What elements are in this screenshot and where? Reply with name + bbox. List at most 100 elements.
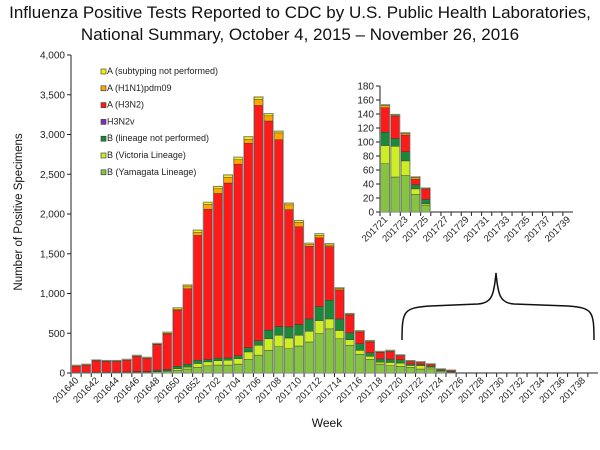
bar-segment-a-subtyping-not-performed xyxy=(112,360,122,362)
bar-outline xyxy=(233,156,244,374)
bar-outline xyxy=(420,187,431,213)
legend-swatch-a-h1n1-pdm09 xyxy=(100,85,107,92)
bar-segment-b-lineage-not-performed xyxy=(406,363,415,366)
bar-segment-b-yamagata-lineage xyxy=(426,368,436,374)
bar-segment-b-victoria-lineage xyxy=(264,338,274,351)
bar-segment-b-victoria-lineage xyxy=(233,358,243,365)
bar-segment-b-lineage-not-performed xyxy=(233,355,243,359)
bar-outline xyxy=(162,331,173,374)
bar-segment-a-subtyping-not-performed xyxy=(223,174,233,178)
bar-segment-a-h3n2 xyxy=(243,143,253,348)
legend-swatch-b-victoria-lineage xyxy=(100,152,107,159)
bar-segment-a-subtyping-not-performed xyxy=(446,370,456,372)
bar-segment-a-h3n2 xyxy=(193,235,203,361)
legend-label-a-h1n1-pdm09: A (H1N1)pdm09 xyxy=(107,83,172,93)
bar-segment-a-subtyping-not-performed xyxy=(390,114,400,116)
bar-segment-b-yamagata-lineage xyxy=(365,359,375,374)
bar-segment-b-victoria-lineage xyxy=(380,145,390,164)
y-tick-label: 180 xyxy=(357,82,374,93)
bar-segment-a-h1n1-pdm09 xyxy=(233,159,243,165)
bar-segment-b-lineage-not-performed xyxy=(385,358,395,363)
bar-segment-a-h3n2 xyxy=(132,356,142,372)
bar-segment-a-subtyping-not-performed xyxy=(203,202,213,205)
bar-segment-a-subtyping-not-performed xyxy=(304,243,314,245)
y-tick-label: 500 xyxy=(48,329,65,340)
bar-segment-a-subtyping-not-performed xyxy=(426,363,436,365)
bar-segment-a-h1n1-pdm09 xyxy=(254,99,263,106)
bar-segment-b-lineage-not-performed xyxy=(274,326,284,336)
bar-segment-b-victoria-lineage xyxy=(426,366,436,370)
bar-segment-b-victoria-lineage xyxy=(284,337,294,349)
y-tick-label: 140 xyxy=(357,110,374,121)
bar-segment-a-h3n2 xyxy=(183,288,193,365)
bar-segment-b-lineage-not-performed xyxy=(421,199,431,204)
bar-segment-b-victoria-lineage xyxy=(345,339,355,346)
bar-segment-a-subtyping-not-performed xyxy=(102,360,111,362)
bar-segment-b-victoria-lineage xyxy=(400,160,410,176)
bar-outline xyxy=(405,359,416,374)
bar-segment-b-lineage-not-performed xyxy=(324,300,334,320)
bar-segment-a-h3n2 xyxy=(203,209,213,360)
bar-segment-a-h1n1-pdm09 xyxy=(284,204,294,210)
bar-segment-b-victoria-lineage xyxy=(193,363,203,368)
bar-segment-b-lineage-not-performed xyxy=(355,343,365,351)
bar-segment-a-h1n1-pdm09 xyxy=(400,133,410,136)
bar-segment-a-h3n2 xyxy=(395,355,405,360)
chart-title-line-1-row: Influenza Positive Tests Reported to CDC… xyxy=(0,3,600,23)
legend-swatch-h3n2v xyxy=(100,119,107,125)
bar-segment-a-h1n1-pdm09 xyxy=(223,177,233,184)
bar-outline xyxy=(435,368,447,374)
bar-segment-b-yamagata-lineage xyxy=(345,344,355,374)
bar-segment-b-yamagata-lineage xyxy=(193,367,203,374)
bar-segment-a-h3n2 xyxy=(71,365,81,373)
bar-segment-b-yamagata-lineage xyxy=(375,363,385,374)
x-axis-title: Week xyxy=(312,416,343,430)
bar-outline xyxy=(324,242,335,374)
bar-segment-a-subtyping-not-performed xyxy=(380,104,390,106)
bar-segment-a-subtyping-not-performed xyxy=(314,233,324,236)
bar-segment-b-victoria-lineage xyxy=(304,331,314,343)
bar-segment-a-subtyping-not-performed xyxy=(122,359,132,361)
bar-segment-b-victoria-lineage xyxy=(421,203,431,206)
bar-segment-a-h1n1-pdm09 xyxy=(193,232,203,236)
bar-segment-a-h1n1-pdm09 xyxy=(183,286,193,289)
bar-segment-b-yamagata-lineage xyxy=(335,338,345,374)
bar-segment-b-yamagata-lineage xyxy=(304,341,314,374)
bar-segment-b-victoria-lineage xyxy=(203,361,213,367)
bar-segment-a-h3n2 xyxy=(254,105,263,342)
bar-segment-a-subtyping-not-performed xyxy=(264,113,274,117)
bar-segment-a-h3n2 xyxy=(421,188,431,200)
bar-segment-b-yamagata-lineage xyxy=(390,176,400,213)
bar-segment-b-yamagata-lineage xyxy=(411,194,421,213)
bar-segment-a-subtyping-not-performed xyxy=(400,132,410,134)
bar-outline xyxy=(81,363,92,374)
bar-segment-a-h3n2 xyxy=(81,364,91,373)
y-tick-label: 160 xyxy=(357,96,374,107)
bar-segment-a-subtyping-not-performed xyxy=(172,307,182,310)
bar-segment-a-subtyping-not-performed xyxy=(411,176,421,178)
bar-segment-a-h3n2 xyxy=(172,310,182,367)
bar-segment-a-subtyping-not-performed xyxy=(183,284,193,287)
bar-segment-b-lineage-not-performed xyxy=(243,347,253,353)
y-tick-label: 0 xyxy=(368,208,374,219)
bar-outline xyxy=(395,354,406,374)
bar-segment-b-yamagata-lineage xyxy=(421,204,431,213)
bar-segment-a-h3n2 xyxy=(390,115,400,139)
bar-segment-a-subtyping-not-performed xyxy=(375,351,385,353)
bar-segment-a-h3n2 xyxy=(284,209,294,328)
bar-segment-a-h1n1-pdm09 xyxy=(274,132,284,140)
bar-segment-b-yamagata-lineage xyxy=(380,163,390,213)
bar-segment-b-lineage-not-performed xyxy=(294,324,304,336)
bar-segment-a-h3n2 xyxy=(162,333,172,370)
bar-segment-a-h3n2 xyxy=(365,341,375,353)
bar-segment-b-victoria-lineage xyxy=(172,368,182,371)
bar-segment-a-subtyping-not-performed xyxy=(416,361,426,363)
chart-title-line-2: National Summary, October 4, 2015 – Nove… xyxy=(80,25,520,44)
bar-segment-a-h1n1-pdm09 xyxy=(243,139,253,144)
y-tick-label: 20 xyxy=(363,194,375,205)
y-tick-label: 100 xyxy=(357,138,374,149)
y-tick-label: 60 xyxy=(363,166,375,177)
legend-label-a-h3n2: A (H3N2) xyxy=(107,100,144,110)
bar-outline xyxy=(212,185,224,374)
bar-outline xyxy=(334,287,345,374)
